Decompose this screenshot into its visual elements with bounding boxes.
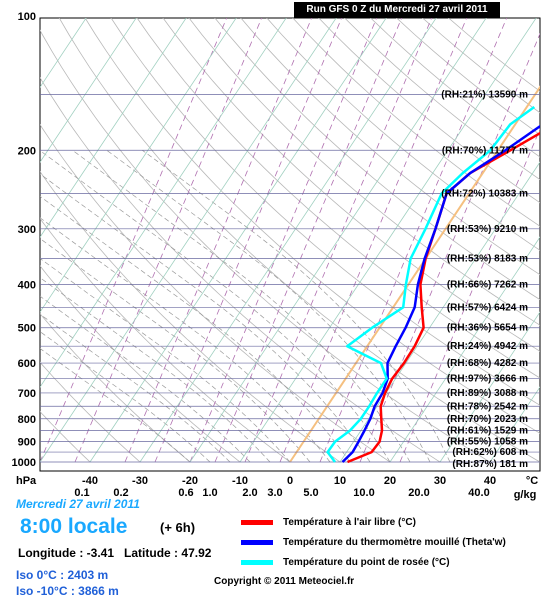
copyright: Copyright © 2011 Meteociel.fr xyxy=(214,576,354,587)
forecast-date: Mercredi 27 avril 2011 xyxy=(16,497,140,511)
iso-minus10-level: Iso -10°C : 3866 m xyxy=(16,584,119,598)
legend-label-temperature: Température à l'air libre (°C) xyxy=(283,517,416,528)
level-label: (RH:57%) 6424 m xyxy=(447,302,528,313)
pressure-tick-label: 700 xyxy=(18,388,36,400)
level-label: (RH:89%) 3088 m xyxy=(447,388,528,399)
latitude-value: 47.92 xyxy=(181,546,211,560)
legend-item-dewpoint: Température du point de rosée (°C) xyxy=(241,555,450,569)
temperature-tick-label: 40 xyxy=(484,475,496,487)
temperature-tick-label: -20 xyxy=(182,475,198,487)
mixing-ratio-tick-label: 2.0 xyxy=(242,487,257,499)
temperature-unit-label: °C xyxy=(526,475,538,487)
pressure-tick-label: 100 xyxy=(18,11,36,23)
iso-zero-level: Iso 0°C : 2403 m xyxy=(16,568,108,582)
mixing-ratio-tick-label: 5.0 xyxy=(303,487,318,499)
level-label: (RH:66%) 7262 m xyxy=(447,280,528,291)
pressure-tick-label: 600 xyxy=(18,358,36,370)
pressure-tick-label: 400 xyxy=(18,280,36,292)
temperature-tick-label: -30 xyxy=(132,475,148,487)
coordinates: Longitude : -3.41 Latitude : 47.92 xyxy=(18,546,211,560)
latitude-label: Latitude : xyxy=(124,546,178,560)
level-label: (RH:53%) 8183 m xyxy=(447,254,528,265)
temperature-tick-label: 10 xyxy=(334,475,346,487)
legend-item-temperature: Température à l'air libre (°C) xyxy=(241,515,416,529)
legend-label-dewpoint: Température du point de rosée (°C) xyxy=(283,557,450,568)
pressure-tick-label: 1000 xyxy=(12,457,36,469)
pressure-tick-label: 800 xyxy=(18,414,36,426)
level-label: (RH:70%) 2023 m xyxy=(447,414,528,425)
level-label: (RH:68%) 4282 m xyxy=(447,358,528,369)
legend-item-wet-bulb: Température du thermomètre mouillé (Thet… xyxy=(241,535,506,549)
level-label: (RH:21%) 13590 m xyxy=(441,90,528,101)
level-label: (RH:24%) 4942 m xyxy=(447,341,528,352)
legend-swatch-temperature xyxy=(241,520,273,525)
level-label: (RH:70%) 11777 m xyxy=(442,145,528,156)
local-time: 8:00 locale xyxy=(20,515,127,539)
level-label: (RH:55%) 1058 m xyxy=(447,437,528,448)
mixing-ratio-tick-label: 0.6 xyxy=(178,487,193,499)
pressure-tick-label: 900 xyxy=(18,437,36,449)
mixing-ratio-tick-label: 3.0 xyxy=(267,487,282,499)
level-label: (RH:87%) 181 m xyxy=(452,459,528,470)
level-label: (RH:53%) 9210 m xyxy=(447,224,528,235)
mixing-ratio-tick-label: 40.0 xyxy=(468,487,489,499)
legend-label-wet-bulb: Température du thermomètre mouillé (Thet… xyxy=(283,537,506,548)
mixing-ratio-tick-label: 20.0 xyxy=(408,487,429,499)
temperature-tick-label: -40 xyxy=(82,475,98,487)
run-title: Run GFS 0 Z du Mercredi 27 avril 2011 xyxy=(294,2,500,18)
legend-swatch-dewpoint xyxy=(241,560,273,565)
longitude-value: -3.41 xyxy=(87,546,114,560)
pressure-tick-label: 500 xyxy=(18,323,36,335)
level-label: (RH:78%) 2542 m xyxy=(447,401,528,412)
forecast-offset: (+ 6h) xyxy=(160,520,195,535)
level-label: (RH:72%) 10383 m xyxy=(441,188,528,199)
legend-swatch-wet-bulb xyxy=(241,540,273,545)
level-label: (RH:62%) 608 m xyxy=(452,447,528,458)
temperature-tick-label: 30 xyxy=(434,475,446,487)
pressure-tick-label: 200 xyxy=(18,145,36,157)
longitude-label: Longitude : xyxy=(18,546,83,560)
pressure-unit-label: hPa xyxy=(16,475,37,487)
temperature-tick-label: 0 xyxy=(287,475,293,487)
level-label: (RH:36%) 5654 m xyxy=(447,323,528,334)
mixing-ratio-tick-label: 1.0 xyxy=(202,487,217,499)
mixing-ratio-tick-label: 10.0 xyxy=(353,487,374,499)
mixing-ratio-unit-label: g/kg xyxy=(514,489,537,501)
temperature-tick-label: 20 xyxy=(384,475,396,487)
pressure-tick-label: 300 xyxy=(18,224,36,236)
level-label: (RH:61%) 1529 m xyxy=(447,426,528,437)
level-label: (RH:97%) 3666 m xyxy=(447,374,528,385)
temperature-tick-label: -10 xyxy=(232,475,248,487)
